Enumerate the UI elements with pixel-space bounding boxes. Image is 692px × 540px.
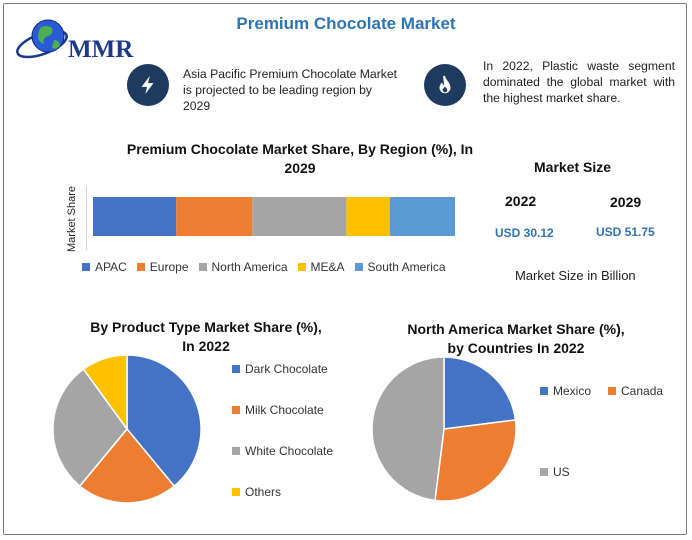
market-size-year-a: 2022	[505, 193, 537, 209]
product-pie-slice-milk-chocolate	[78, 427, 176, 504]
bar-legend-swatch-apac	[82, 263, 90, 271]
infographic-frame	[3, 3, 687, 535]
globe-icon	[16, 19, 68, 59]
bar-segment-south-america	[389, 197, 455, 236]
product-pie-legend-label-others: Others	[245, 485, 282, 499]
product-pie-slice-others	[82, 354, 128, 432]
bar-chart-title: Premium Chocolate Market Share, By Regio…	[110, 140, 490, 178]
product-pie-legend-swatch-dark-chocolate	[232, 365, 240, 373]
product-pie-legend-milk-chocolate: Milk Chocolate	[232, 403, 324, 417]
bar-legend-south-america: South America	[354, 259, 446, 275]
product-pie-title-line2: In 2022	[182, 338, 230, 354]
market-size-title: Market Size	[534, 159, 612, 175]
insight-right-line1: In 2022, Plastic waste segment	[483, 59, 675, 73]
country-pie-title: North America Market Share (%), by Count…	[380, 320, 652, 358]
product-pie-legend-label-dark-chocolate: Dark Chocolate	[245, 362, 328, 376]
country-pie-title-line1: North America Market Share (%),	[407, 321, 625, 337]
product-pie-title: By Product Type Market Share (%), In 202…	[62, 318, 350, 356]
bar-legend-europe: Europe	[136, 259, 189, 275]
insight-left: Asia Pacific Premium Chocolate Market is…	[183, 66, 401, 114]
bar-segment-apac	[93, 197, 177, 236]
product-pie-legend-label-white-chocolate: White Chocolate	[245, 444, 334, 458]
product-pie-slice-dark-chocolate	[126, 354, 202, 488]
country-pie-legend-label-us: US	[553, 465, 570, 479]
insight-right: In 2022, Plastic waste segment dominated…	[483, 58, 675, 106]
bar-chart-axis	[86, 186, 87, 250]
bar-legend-label-europe: Europe	[149, 260, 189, 274]
bar-segment-europe	[176, 197, 253, 236]
product-pie-legend-white-chocolate: White Chocolate	[232, 444, 333, 458]
product-pie-legend-others: Others	[232, 485, 281, 499]
stacked-bar-chart	[93, 197, 455, 236]
country-pie-slice-us	[371, 356, 445, 502]
bar-legend-label-apac: APAC	[95, 260, 127, 274]
bar-segment-north-america	[252, 197, 347, 236]
bar-legend-swatch-north-america	[198, 263, 207, 271]
product-pie-legend-dark-chocolate: Dark Chocolate	[232, 362, 328, 376]
market-size-note: Market Size in Billion	[515, 268, 636, 283]
bar-legend-label-north-america: North America	[211, 260, 288, 274]
product-type-pie	[52, 354, 202, 504]
bar-chart-title-line1: Premium Chocolate Market Share, By Regio…	[126, 141, 474, 157]
country-pie-legend-label-mexico: Mexico	[553, 384, 592, 398]
product-pie-legend-swatch-others	[232, 488, 240, 496]
logo-text: MMR	[68, 36, 134, 63]
country-pie-legend: Mexico Canada US	[540, 384, 680, 484]
country-pie-title-line2: by Countries In 2022	[447, 340, 585, 356]
insight-left-line1: Asia Pacific Premium Chocolate Market	[183, 67, 398, 81]
product-pie-slice-white-chocolate	[52, 368, 128, 488]
lightning-icon	[127, 64, 169, 106]
country-pie-slice-mexico	[443, 356, 517, 430]
market-size-year-b: 2029	[610, 194, 642, 210]
country-pie-legend-canada: Canada	[608, 384, 663, 398]
bar-chart-title-line2: 2029	[284, 160, 316, 176]
country-pie-legend-us: US	[540, 465, 570, 479]
bar-legend-north-america: North America	[198, 259, 288, 275]
country-pie-legend-label-canada: Canada	[621, 384, 664, 398]
bar-chart-ylabel: Market Share	[66, 185, 78, 252]
country-pie-legend-mexico: Mexico	[540, 384, 591, 398]
country-pie-slice-canada	[434, 419, 517, 502]
bar-legend-label-mea: ME&A	[310, 260, 345, 274]
product-pie-title-line1: By Product Type Market Share (%),	[90, 319, 322, 335]
page-title: Premium Chocolate Market	[236, 14, 456, 33]
market-size-value-b: USD 51.75	[596, 225, 655, 239]
bar-legend-swatch-europe	[136, 263, 145, 271]
bar-chart-legend: APAC Europe North America ME&A South America	[82, 259, 462, 275]
country-pie-legend-swatch-us	[540, 468, 548, 476]
product-pie-legend: Dark Chocolate Milk Chocolate White Chocol…	[232, 362, 352, 508]
bar-legend-apac: APAC	[82, 259, 127, 275]
insight-right-line3: the highest market share.	[483, 91, 621, 105]
country-pie-legend-swatch-canada	[608, 387, 616, 395]
bar-segment-mea	[346, 197, 390, 236]
country-pie-legend-swatch-mexico	[540, 387, 548, 395]
insight-right-line2: dominated the global market with	[483, 75, 675, 89]
north-america-pie	[371, 356, 517, 502]
product-pie-legend-swatch-white-chocolate	[232, 447, 240, 455]
bar-legend-mea: ME&A	[297, 259, 345, 275]
market-size-value-a: USD 30.12	[495, 226, 554, 240]
bar-legend-swatch-south-america	[354, 263, 363, 271]
bar-legend-label-south-america: South America	[367, 260, 446, 274]
insight-left-line2: is projected to be leading region by 202…	[183, 83, 373, 113]
product-pie-legend-swatch-milk-chocolate	[232, 406, 240, 414]
bar-legend-swatch-mea	[297, 263, 306, 271]
fire-icon	[424, 64, 466, 106]
product-pie-legend-label-milk-chocolate: Milk Chocolate	[245, 403, 324, 417]
